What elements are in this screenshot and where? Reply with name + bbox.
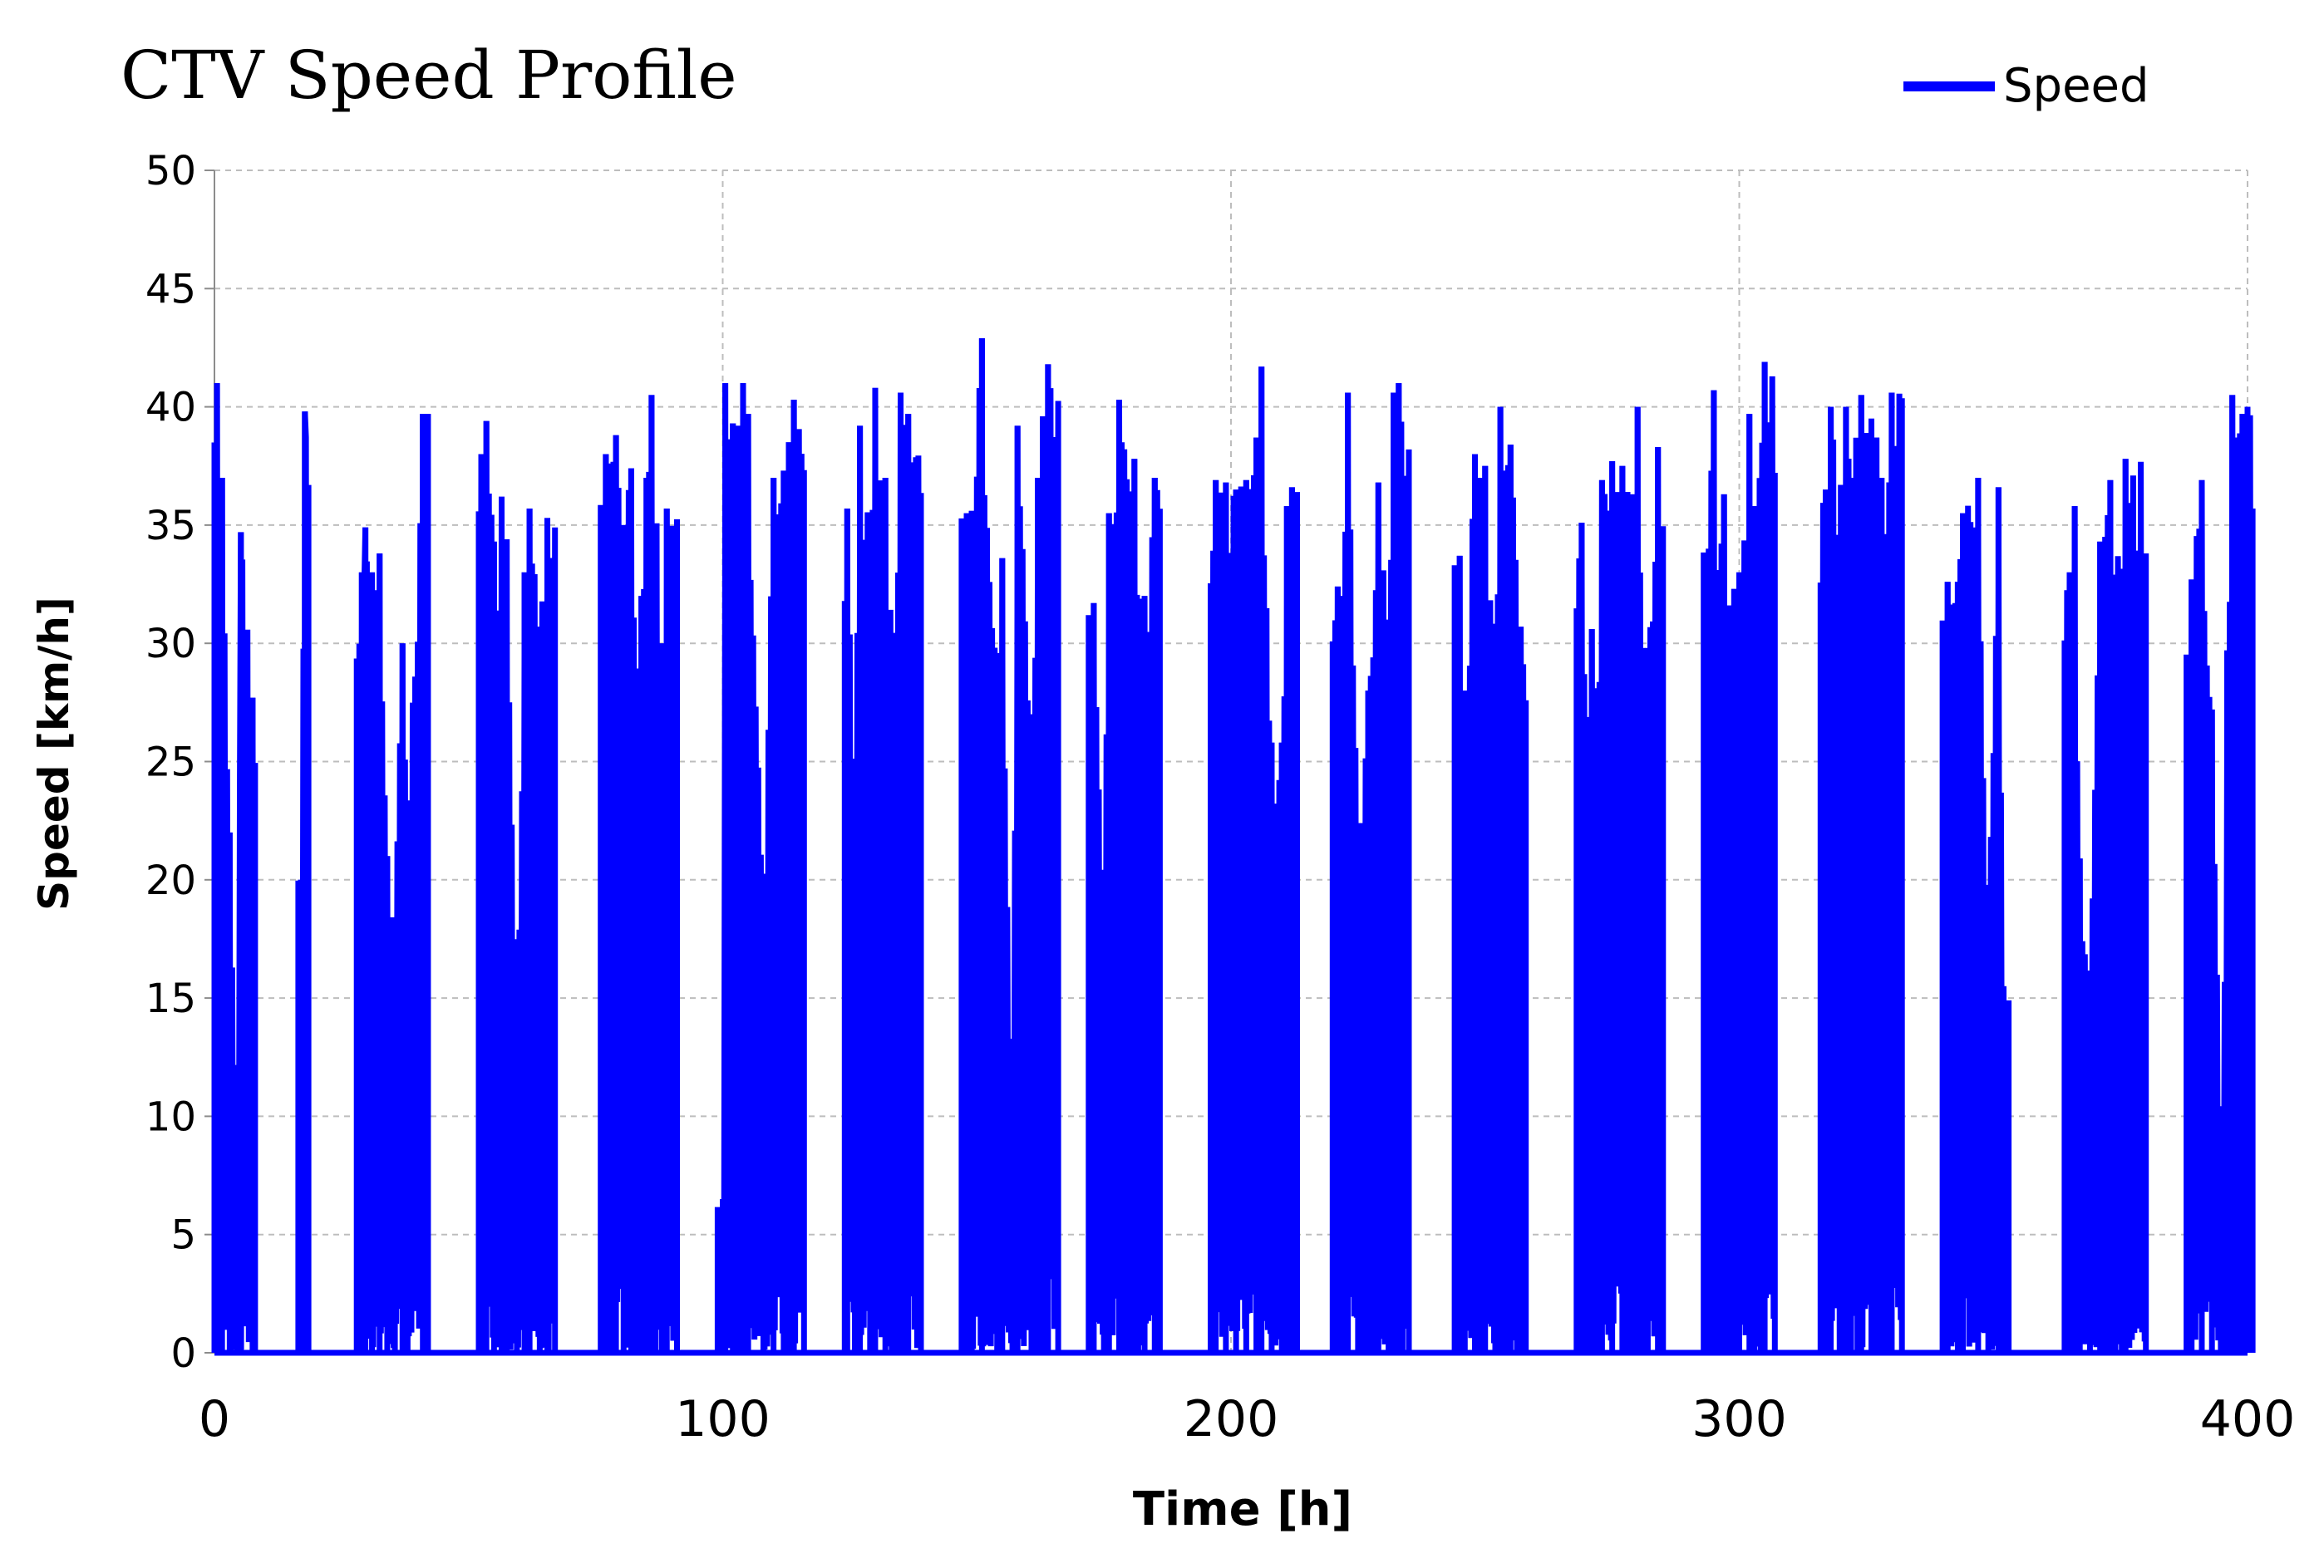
tick-label-layer: 0 5 10 15 20 25 30 35 40 45 50 0 100 200 300 400 xyxy=(145,148,2295,1448)
x-tick-label: 100 xyxy=(675,1390,771,1448)
x-tick-label: 400 xyxy=(2200,1390,2296,1448)
legend: Speed xyxy=(1903,59,2149,113)
y-tick-label: 5 xyxy=(170,1212,196,1259)
series-layer xyxy=(211,338,2256,1356)
x-tick-label: 0 xyxy=(199,1390,230,1448)
y-tick-label: 0 xyxy=(170,1330,196,1377)
y-tick-label: 20 xyxy=(145,858,196,904)
chart-title: CTV Speed Profile xyxy=(121,37,737,114)
y-tick-label: 10 xyxy=(145,1094,196,1140)
y-tick-label: 50 xyxy=(145,148,196,194)
y-axis-label: Speed [km/h] xyxy=(30,597,78,911)
y-tick-label: 30 xyxy=(145,621,196,667)
y-tick-label: 40 xyxy=(145,385,196,431)
x-tick-label: 300 xyxy=(1691,1390,1787,1448)
y-tick-label: 25 xyxy=(145,740,196,786)
x-axis-label: Time [h] xyxy=(1133,1482,1352,1536)
y-tick-label: 15 xyxy=(145,976,196,1022)
y-tick-label: 45 xyxy=(145,266,196,312)
x-tick-label: 200 xyxy=(1184,1390,1279,1448)
legend-label-speed: Speed xyxy=(2003,59,2149,113)
y-tick-label: 35 xyxy=(145,503,196,549)
